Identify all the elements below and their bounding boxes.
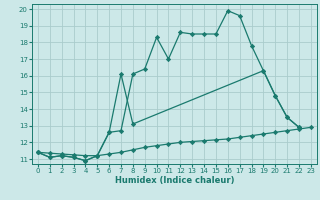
X-axis label: Humidex (Indice chaleur): Humidex (Indice chaleur) xyxy=(115,176,234,185)
